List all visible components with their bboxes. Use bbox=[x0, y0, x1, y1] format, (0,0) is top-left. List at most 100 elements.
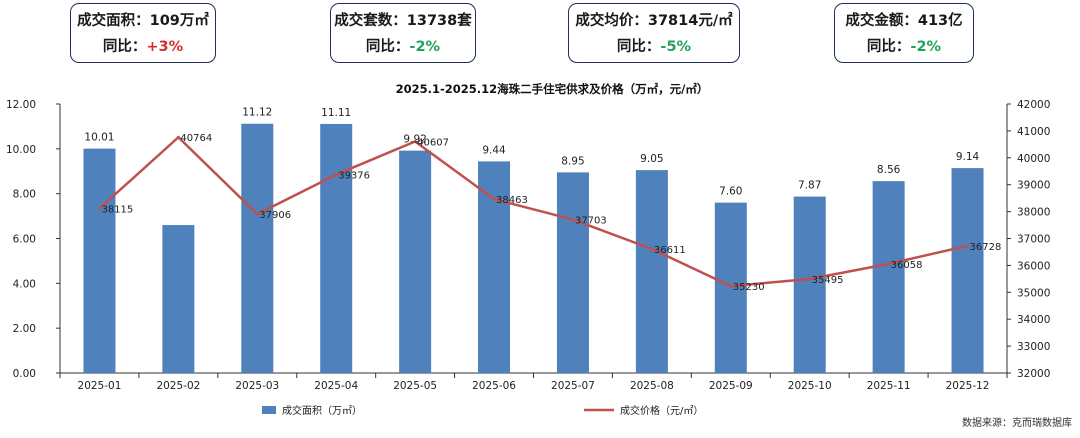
kpi-price-label: 成交均价： bbox=[575, 13, 648, 29]
x-axis-tick-label: 2025-05 bbox=[393, 380, 437, 392]
kpi-card-area: 成交面积：109万㎡ 同比：+3% bbox=[70, 3, 216, 63]
price-line bbox=[98, 135, 968, 288]
bar-data-label: 8.95 bbox=[561, 155, 584, 167]
line-point bbox=[176, 135, 180, 139]
kpi-units-label: 成交套数： bbox=[334, 13, 407, 29]
x-axis-tick-label: 2025-07 bbox=[551, 380, 595, 392]
left-axis-tick-label: 0.00 bbox=[13, 368, 36, 380]
legend-swatch-bar bbox=[262, 406, 276, 414]
bar-data-label: 9.14 bbox=[956, 151, 980, 163]
kpi-card-amount: 成交金额：413亿 同比：-2% bbox=[834, 3, 974, 63]
right-axis-tick-label: 40000 bbox=[1017, 153, 1050, 165]
kpi-price-yoy: -5% bbox=[660, 39, 692, 55]
bar-data-label: 9.05 bbox=[640, 153, 663, 165]
line-data-label: 35230 bbox=[733, 282, 765, 293]
bar-data-label: 11.12 bbox=[242, 107, 272, 119]
line-point bbox=[413, 139, 417, 143]
left-axis-tick-label: 2.00 bbox=[13, 323, 36, 335]
line-data-label: 40764 bbox=[180, 133, 212, 144]
bar-data-label: 9.44 bbox=[482, 144, 506, 156]
line-data-label: 37906 bbox=[259, 210, 291, 221]
right-axis-tick-label: 38000 bbox=[1017, 207, 1050, 219]
kpi-units-yoy-label: 同比： bbox=[365, 39, 410, 55]
right-axis-tick-label: 35000 bbox=[1017, 287, 1050, 299]
right-axis-tick-label: 34000 bbox=[1017, 314, 1050, 326]
line-point bbox=[97, 207, 101, 211]
axes: 0.00 2.00 4.00 6.00 8.00 10.00 12.00 32000 33000… bbox=[6, 99, 1050, 392]
right-axis-tick-label: 32000 bbox=[1017, 368, 1050, 380]
line-point bbox=[650, 247, 654, 251]
x-axis-tick-label: 2025-02 bbox=[156, 380, 200, 392]
left-axis-tick-label: 6.00 bbox=[13, 234, 36, 246]
right-axis-tick-label: 39000 bbox=[1017, 180, 1050, 192]
kpi-amount-yoy-label: 同比： bbox=[866, 39, 911, 55]
line-data-label: 39376 bbox=[338, 171, 370, 182]
data-labels: 10.01 11.12 11.11 9.92 9.44 8.95 9.05 7.60 7.87 8… bbox=[84, 107, 1001, 293]
kpi-card-units: 成交套数：13738套 同比：-2% bbox=[330, 3, 476, 63]
line-data-label: 35495 bbox=[812, 275, 844, 286]
legend: 成交面积（万㎡） 成交价格（元/㎡） bbox=[262, 404, 703, 417]
line-point bbox=[255, 212, 259, 216]
bar bbox=[320, 123, 353, 373]
x-axis-tick-label: 2025-09 bbox=[709, 380, 753, 392]
line-data-label: 36611 bbox=[654, 245, 686, 256]
line-data-label: 36058 bbox=[891, 260, 923, 271]
bar-data-label: 9.92 bbox=[403, 134, 426, 146]
bar bbox=[872, 181, 905, 373]
line-data-label: 40607 bbox=[417, 137, 449, 148]
bar bbox=[162, 225, 195, 373]
legend-label-bar: 成交面积（万㎡） bbox=[282, 404, 362, 417]
left-axis-tick-label: 10.00 bbox=[6, 144, 36, 156]
right-axis-tick-label: 37000 bbox=[1017, 234, 1050, 246]
legend-label-line: 成交价格（元/㎡） bbox=[620, 404, 703, 417]
bar bbox=[556, 172, 589, 373]
kpi-area-yoy-label: 同比： bbox=[102, 39, 147, 55]
x-axis-tick-label: 2025-11 bbox=[867, 380, 911, 392]
kpi-price-yoy-label: 同比： bbox=[616, 39, 661, 55]
x-axis-tick-label: 2025-06 bbox=[472, 380, 516, 392]
data-source: 数据来源：克而瑞数据库 bbox=[962, 418, 1072, 429]
bar bbox=[399, 150, 432, 373]
bar-data-label: 7.87 bbox=[798, 180, 821, 192]
bar bbox=[793, 196, 826, 373]
kpi-units-yoy: -2% bbox=[409, 39, 441, 55]
kpi-amount-label: 成交金额： bbox=[845, 13, 918, 29]
kpi-card-price: 成交均价：37814元/㎡ 同比：-5% bbox=[568, 3, 740, 63]
line-point bbox=[966, 244, 970, 248]
bar bbox=[635, 170, 668, 373]
bar bbox=[478, 161, 511, 373]
bar bbox=[83, 148, 116, 373]
right-axis-tick-label: 33000 bbox=[1017, 341, 1050, 353]
kpi-amount-yoy: -2% bbox=[910, 39, 942, 55]
line-point bbox=[729, 284, 733, 288]
bar-data-label: 8.56 bbox=[877, 164, 901, 176]
kpi-area-yoy: +3% bbox=[146, 39, 184, 55]
bar-series bbox=[83, 123, 984, 373]
kpi-amount-value: 413亿 bbox=[917, 13, 963, 29]
kpi-units-value: 13738套 bbox=[406, 13, 472, 29]
kpi-area-value: 109万㎡ bbox=[149, 13, 209, 29]
right-axis-tick-label: 36000 bbox=[1017, 260, 1050, 272]
line-point bbox=[492, 197, 496, 201]
x-axis-tick-label: 2025-10 bbox=[788, 380, 832, 392]
bar bbox=[241, 123, 274, 373]
left-axis-tick-label: 4.00 bbox=[13, 278, 36, 290]
line-point bbox=[334, 173, 338, 177]
chart-title: 2025.1-2025.12海珠二手住宅供求及价格（万㎡，元/㎡） bbox=[396, 82, 709, 96]
x-axis-tick-label: 2025-08 bbox=[630, 380, 674, 392]
left-axis-tick-label: 12.00 bbox=[6, 99, 36, 111]
line-data-label: 37703 bbox=[575, 216, 607, 227]
right-axis-tick-label: 42000 bbox=[1017, 99, 1050, 111]
bar-data-label: 7.60 bbox=[719, 186, 742, 198]
x-axis-tick-label: 2025-12 bbox=[946, 380, 990, 392]
line-point bbox=[887, 262, 891, 266]
line-point bbox=[571, 218, 575, 222]
x-axis-tick-label: 2025-01 bbox=[78, 380, 122, 392]
line-point bbox=[808, 277, 812, 281]
kpi-price-value: 37814元/㎡ bbox=[647, 13, 733, 29]
kpi-area-label: 成交面积： bbox=[77, 13, 150, 29]
left-axis-tick-label: 8.00 bbox=[13, 189, 36, 201]
line-data-label: 38115 bbox=[101, 205, 133, 216]
x-axis-tick-label: 2025-03 bbox=[235, 380, 279, 392]
